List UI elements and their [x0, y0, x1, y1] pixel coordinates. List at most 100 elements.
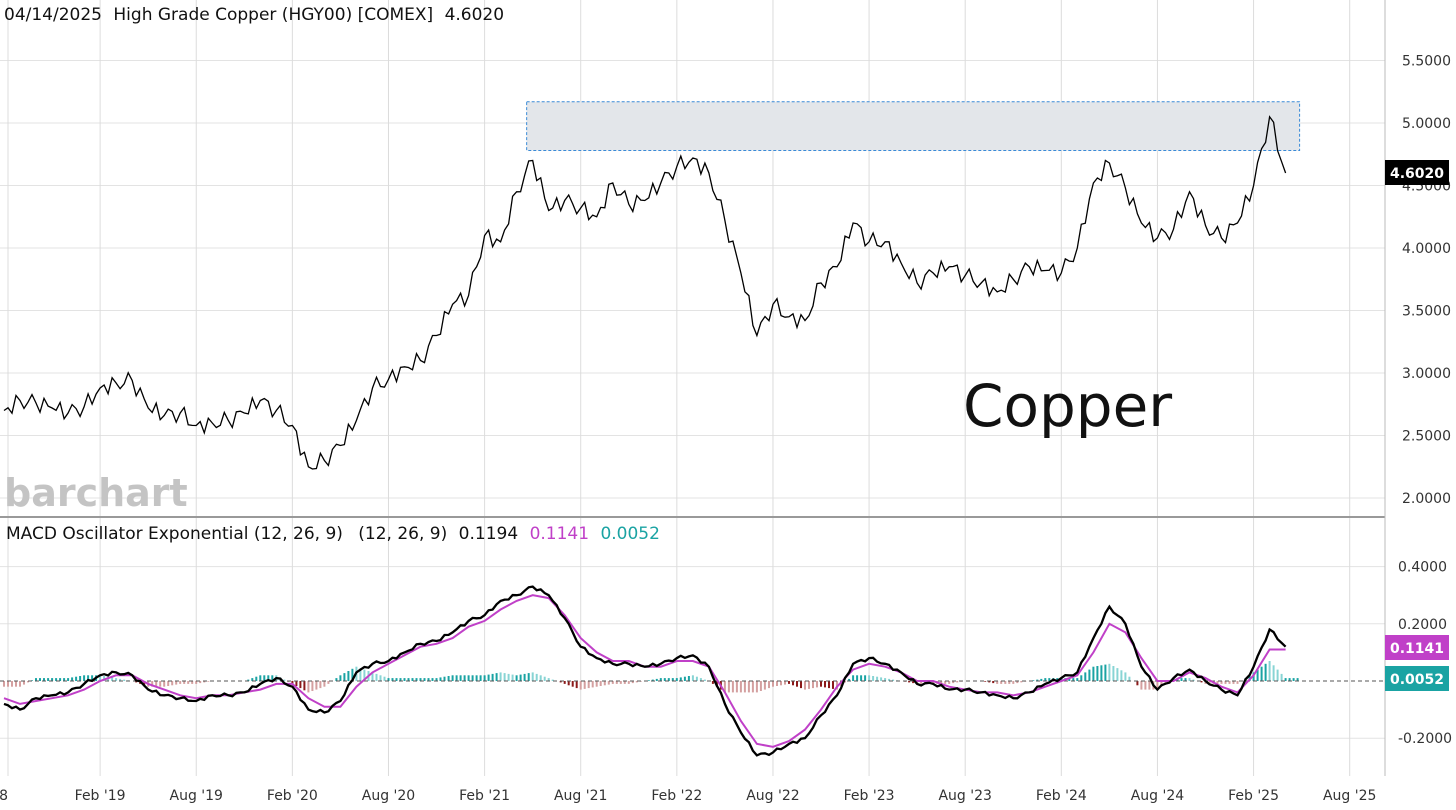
histogram-bar	[1120, 670, 1123, 681]
histogram-bar	[87, 675, 90, 681]
histogram-bar	[23, 681, 25, 685]
macd-header-value: 0.1194	[459, 524, 518, 544]
histogram-bar	[1004, 681, 1007, 684]
histogram-bar	[63, 678, 66, 681]
histogram-bar	[856, 675, 859, 681]
histogram-bar	[948, 681, 951, 684]
histogram-bar	[848, 678, 851, 681]
histogram-bar	[1292, 678, 1295, 681]
histogram-bar	[1076, 678, 1079, 681]
histogram-bar	[447, 676, 450, 681]
histogram-bar	[635, 681, 638, 683]
histogram-bar	[103, 676, 106, 681]
histogram-bar	[315, 681, 318, 690]
histogram-bar	[35, 678, 37, 681]
histogram-bar	[1296, 678, 1299, 681]
histogram-bar	[375, 673, 378, 681]
macd-y-axis: 0.4000 0.2000 -0.2000	[1398, 560, 1452, 748]
header-last: 4.6020	[445, 5, 504, 25]
histogram-bar	[1116, 668, 1119, 681]
histogram-bar	[780, 681, 782, 686]
price-y-tick: 3.0000	[1402, 366, 1451, 382]
histogram-bar	[59, 678, 62, 681]
histogram-bar	[543, 676, 546, 681]
histogram-bar	[759, 681, 762, 691]
macd-header: MACD Oscillator Exponential (12, 26, 9) …	[6, 524, 660, 544]
histogram-bar	[251, 678, 254, 681]
histogram-bar	[67, 678, 70, 681]
histogram-bar	[347, 671, 350, 681]
histogram-bar	[403, 678, 406, 681]
x-tick: Aug '23	[938, 788, 991, 804]
histogram-bar	[455, 675, 458, 681]
price-y-tick: 5.5000	[1402, 54, 1451, 70]
histogram-bar	[1056, 678, 1059, 681]
histogram-bar	[207, 681, 210, 682]
histogram-bar	[1280, 673, 1283, 681]
histogram-bar	[575, 681, 578, 689]
histogram-bar	[539, 675, 542, 681]
histogram-bar	[263, 675, 266, 681]
histogram-bar	[179, 681, 182, 684]
histogram-bar	[531, 672, 534, 681]
histogram-bar	[788, 681, 790, 684]
histogram-bar	[872, 676, 875, 681]
histogram-bar	[175, 681, 178, 685]
histogram-bar	[1288, 678, 1291, 681]
histogram-bar	[615, 681, 618, 684]
histogram-bar	[307, 681, 310, 693]
histogram-bar	[1012, 681, 1015, 684]
histogram-bar	[71, 677, 74, 681]
histogram-bar	[535, 673, 538, 681]
hist-tag: 0.0052	[1385, 666, 1449, 691]
histogram-bar	[932, 681, 935, 684]
histogram-bar	[363, 669, 366, 681]
histogram-bar	[411, 678, 414, 681]
histogram-bar	[1144, 681, 1147, 690]
histogram-bar	[495, 673, 498, 681]
histogram-bar	[651, 679, 654, 681]
histogram-bar	[255, 676, 258, 681]
histogram-bar	[203, 681, 206, 683]
histogram-bar	[163, 681, 166, 687]
histogram-bar	[988, 681, 991, 683]
histogram-bar	[607, 681, 610, 685]
histogram-bar	[812, 681, 814, 689]
histogram-bar	[135, 681, 138, 683]
histogram-bar	[1256, 669, 1259, 681]
histogram-bar	[399, 678, 402, 681]
histogram-bar	[687, 676, 690, 681]
histogram-bar	[547, 678, 550, 681]
histogram-bar	[691, 675, 694, 681]
histogram-bar	[423, 678, 426, 681]
histogram-bar	[1140, 681, 1143, 690]
macd-header-signal: 0.1141	[530, 524, 589, 544]
histogram-bar	[283, 679, 286, 681]
histogram-bar	[579, 681, 582, 690]
histogram-bar	[876, 676, 879, 681]
histogram-bar	[599, 681, 602, 686]
price-tag: 4.6020	[1385, 160, 1449, 185]
histogram-bar	[1184, 678, 1187, 681]
histogram-bar	[956, 681, 959, 683]
histogram-bar	[291, 681, 294, 684]
histogram-bar	[1096, 666, 1099, 681]
histogram-bar	[619, 681, 622, 684]
histogram-bar	[1264, 663, 1267, 681]
x-tick: Feb '19	[75, 788, 126, 804]
histogram-bar	[151, 681, 154, 687]
histogram-bar	[1232, 681, 1235, 684]
histogram-bar	[751, 681, 754, 693]
histogram-bar	[499, 672, 502, 681]
histogram-bar	[1128, 676, 1131, 681]
histogram-bar	[323, 681, 326, 687]
histogram-bar	[747, 681, 750, 693]
histogram-bar	[55, 678, 58, 681]
histogram-bar	[667, 678, 670, 681]
x-tick: Feb '22	[651, 788, 702, 804]
histogram-bar	[427, 678, 430, 681]
svg-text:0.0052: 0.0052	[1390, 672, 1444, 688]
histogram-bar	[631, 681, 634, 684]
histogram-bar	[359, 668, 362, 681]
histogram-bar	[739, 681, 742, 693]
